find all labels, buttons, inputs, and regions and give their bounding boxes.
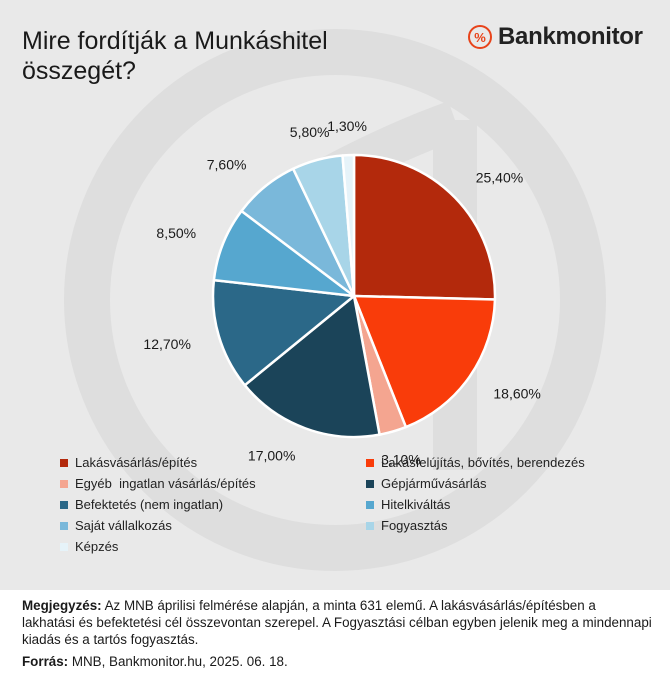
legend-item: Lakásfelújítás, bővítés, berendezés: [366, 455, 640, 471]
note-text: Az MNB áprilisi felmérése alapján, a min…: [22, 598, 652, 647]
slice-data-label: 8,50%: [156, 225, 196, 241]
legend-item: Egyéb ingatlan vásárlás/építés: [60, 476, 366, 492]
slice-data-label: 5,80%: [290, 124, 330, 140]
legend-item: Fogyasztás: [366, 518, 640, 534]
slice-data-label: 1,30%: [327, 118, 367, 134]
slice-data-label: 25,40%: [476, 169, 523, 185]
legend-label: Egyéb ingatlan vásárlás/építés: [75, 476, 256, 491]
legend-item: Befektetés (nem ingatlan): [60, 497, 366, 513]
percent-logo-icon: %: [468, 25, 492, 49]
note-paragraph: Megjegyzés: Az MNB áprilisi felmérése al…: [22, 597, 652, 648]
slice-data-label: 18,60%: [493, 385, 540, 401]
pie-slice: [243, 294, 381, 439]
legend-label: Hitelkiváltás: [381, 497, 451, 512]
legend-swatch: [60, 459, 68, 467]
legend-swatch: [60, 501, 68, 509]
pie-chart: 25,40% 18,60% 3,10% 17,00% 12,70% 8,50% 7,60% 5…: [143, 118, 540, 467]
source-paragraph: Forrás: MNB, Bankmonitor.hu, 2025. 06. 1…: [22, 653, 652, 670]
legend-swatch: [366, 480, 374, 488]
pie-slice: [352, 294, 497, 429]
note-label: Megjegyzés:: [22, 598, 102, 613]
legend-item: Saját vállalkozás: [60, 518, 366, 534]
legend-swatch: [366, 501, 374, 509]
pie-slice: [341, 153, 356, 298]
source-text: MNB, Bankmonitor.hu, 2025. 06. 18.: [68, 654, 288, 669]
legend-label: Lakásfelújítás, bővítés, berendezés: [381, 455, 585, 470]
legend-label: Fogyasztás: [381, 518, 448, 533]
pie-slice: [352, 153, 497, 301]
legend-swatch: [60, 480, 68, 488]
legend-label: Saját vállalkozás: [75, 518, 172, 533]
legend-item: Gépjárművásárlás: [366, 476, 640, 492]
legend-swatch: [60, 543, 68, 551]
legend-label: Képzés: [75, 539, 119, 554]
legend-item: Hitelkiváltás: [366, 497, 640, 513]
legend: Lakásvásárlás/építés Lakásfelújítás, bőví…: [60, 455, 640, 555]
notes: Megjegyzés: Az MNB áprilisi felmérése al…: [22, 597, 652, 670]
brand-name: Bankmonitor: [498, 23, 643, 50]
legend-swatch: [366, 459, 374, 467]
slice-data-label: 17,00%: [248, 448, 295, 464]
legend-label: Gépjárművásárlás: [381, 476, 487, 491]
slice-data-label: 3,10%: [381, 451, 421, 467]
legend-swatch: [60, 522, 68, 530]
source-label: Forrás:: [22, 654, 69, 669]
slice-data-label: 12,70%: [143, 336, 190, 352]
legend-swatch: [366, 522, 374, 530]
legend-label: Befektetés (nem ingatlan): [75, 497, 224, 512]
legend-label: Lakásvásárlás/építés: [75, 455, 198, 470]
pie-slice: [211, 278, 356, 387]
legend-item: Lakásvásárlás/építés: [60, 455, 366, 471]
chart-title: Mire fordítják a Munkáshitel összegét?: [22, 27, 328, 85]
brand: % Bankmonitor: [468, 22, 643, 52]
chart-panel: Mire fordítják a Munkáshitel összegét? %…: [0, 0, 670, 590]
slice-data-label: 7,60%: [207, 156, 247, 172]
legend-item: Képzés: [60, 539, 366, 555]
